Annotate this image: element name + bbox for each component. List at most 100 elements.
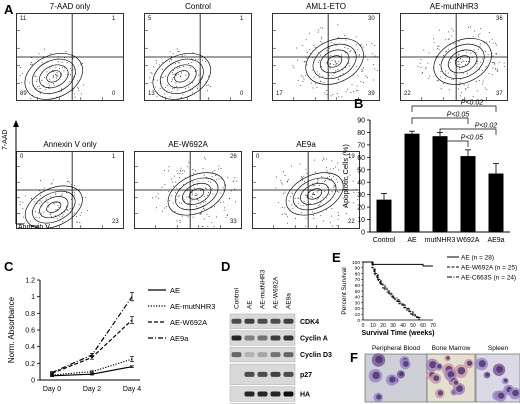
c-y-tick: 0.2	[25, 361, 35, 368]
e-x-tick: 60	[420, 323, 426, 329]
panel-e-label: E	[332, 250, 341, 265]
b-category-label: Control	[373, 237, 396, 244]
blot-lane-label: AE9a	[286, 293, 293, 309]
micrograph-image	[475, 353, 520, 403]
e-legend-entry: AE-C663S (n = 24)	[461, 275, 516, 282]
flow-x-label: Annexin V	[18, 224, 50, 231]
blot-band	[244, 391, 255, 397]
flow-plot-area	[252, 151, 360, 229]
blot-lane-label: AE	[247, 300, 254, 309]
e-y-tick: 50	[355, 289, 361, 295]
c-x-tick: Day 4	[123, 386, 141, 393]
blot-band	[283, 335, 294, 341]
quadrant-value: 19	[348, 154, 355, 160]
b-y-tick: 10	[357, 217, 365, 224]
blot-band	[283, 318, 294, 324]
c-x-tick: Day 0	[43, 386, 61, 393]
e-legend-entry: AE (n = 28)	[461, 255, 494, 262]
blot-band	[283, 371, 294, 377]
blot-band	[244, 371, 255, 377]
flow-plot-title: AE-W692A	[168, 140, 208, 149]
b-y-label: Apoptotic Cells (%)	[341, 144, 350, 208]
blot-band	[231, 352, 242, 358]
blot-band	[257, 352, 268, 358]
flow-plot-area	[272, 13, 380, 101]
blot-row-label: Cyclin A	[300, 335, 328, 342]
flow-plot-area	[134, 151, 242, 229]
b-y-tick: 20	[357, 205, 365, 212]
flow-plot-title: 7-AAD only	[49, 2, 91, 11]
e-y-tick: 10	[355, 312, 361, 318]
quadrant-value: 0	[240, 91, 244, 97]
c-series-line	[51, 296, 133, 374]
c-y-label: Norm. Absorbance	[7, 296, 16, 363]
blot-band	[257, 318, 268, 324]
blot-band	[257, 371, 268, 377]
e-y-tick: 90	[355, 266, 361, 272]
e-x-tick: 10	[370, 323, 376, 329]
c-legend-entry: AE-W692A	[170, 318, 207, 327]
blot-band	[231, 335, 242, 341]
c-y-tick: 0.6	[25, 328, 35, 335]
e-x-tick: 20	[380, 323, 386, 329]
panel-a-label: A	[4, 2, 14, 17]
flow-plot-title: Annexin V only	[43, 140, 97, 149]
absorbance-line-chart: 0 0.2 0.4 0.6 0.8 1 1.2 Norm. Absorbance Day 0 Da…	[7, 278, 215, 394]
c-series-line	[51, 358, 133, 376]
e-legend-entry: AE-W692A (n = 25)	[461, 265, 517, 272]
blot-band	[283, 352, 294, 358]
blot-band	[244, 318, 255, 324]
blot-row-label: p27	[300, 372, 312, 379]
blot-band	[270, 391, 281, 397]
blot-band	[270, 335, 281, 341]
blot-lane-label: AE-mutNHR3	[260, 269, 267, 309]
b-bar	[404, 133, 420, 232]
e-x-label: Survival Time (weeks)	[361, 330, 434, 337]
quadrant-value: 13	[148, 91, 155, 97]
panel-d-label: D	[221, 259, 231, 274]
b-bar	[432, 136, 448, 232]
c-y-tick: 1.2	[25, 278, 35, 285]
quadrant-value: 22	[348, 219, 355, 225]
flow-plot-title: Control	[185, 2, 211, 11]
e-x-tick: 70	[430, 323, 436, 329]
e-x-tick: 40	[400, 323, 406, 329]
flow-plot-title: AML1-ETO	[306, 2, 346, 11]
micrograph-image	[425, 353, 476, 403]
quadrant-value: 0	[256, 154, 260, 160]
b-p-value: P<0.05	[461, 135, 483, 142]
b-y-tick: 50	[357, 167, 365, 174]
quadrant-value: 11	[20, 16, 27, 22]
blot-lane-label: Control	[234, 287, 241, 309]
quadrant-value: 36	[496, 16, 503, 22]
e-series-line	[363, 261, 433, 267]
quadrant-value: 17	[276, 91, 283, 97]
b-category-label: mutNHR3	[425, 237, 456, 244]
b-y-tick: 0	[361, 230, 365, 237]
apoptosis-bar-chart: 0 10 20 30 40 50 60 70 80 90 Apoptotic Cells (%) Co…	[341, 100, 510, 244]
b-category-label: AE9a	[487, 237, 504, 244]
e-series-line	[363, 261, 421, 320]
quadrant-value: 1	[112, 16, 116, 22]
micrograph-label: Peripheral Blood	[371, 345, 421, 352]
b-y-tick: 30	[357, 192, 365, 199]
e-y-tick: 30	[355, 300, 361, 306]
e-y-tick: 80	[355, 271, 361, 277]
blot-band	[270, 371, 281, 377]
e-series-line	[363, 261, 420, 320]
quadrant-value: 37	[496, 91, 503, 97]
flow-plot-area	[16, 151, 124, 229]
flow-plot-area	[144, 13, 252, 101]
b-bar	[488, 173, 504, 232]
quadrant-value: 22	[404, 91, 411, 97]
b-bar	[460, 156, 476, 232]
quadrant-value: 0	[20, 154, 24, 160]
panel-f-label: F	[350, 350, 358, 365]
c-series-line	[51, 319, 133, 374]
flow-axis-arrows	[13, 120, 24, 225]
micrograph-image	[364, 353, 428, 403]
blot-band	[270, 352, 281, 358]
quadrant-value: 26	[230, 154, 237, 160]
blot-band	[244, 352, 255, 358]
